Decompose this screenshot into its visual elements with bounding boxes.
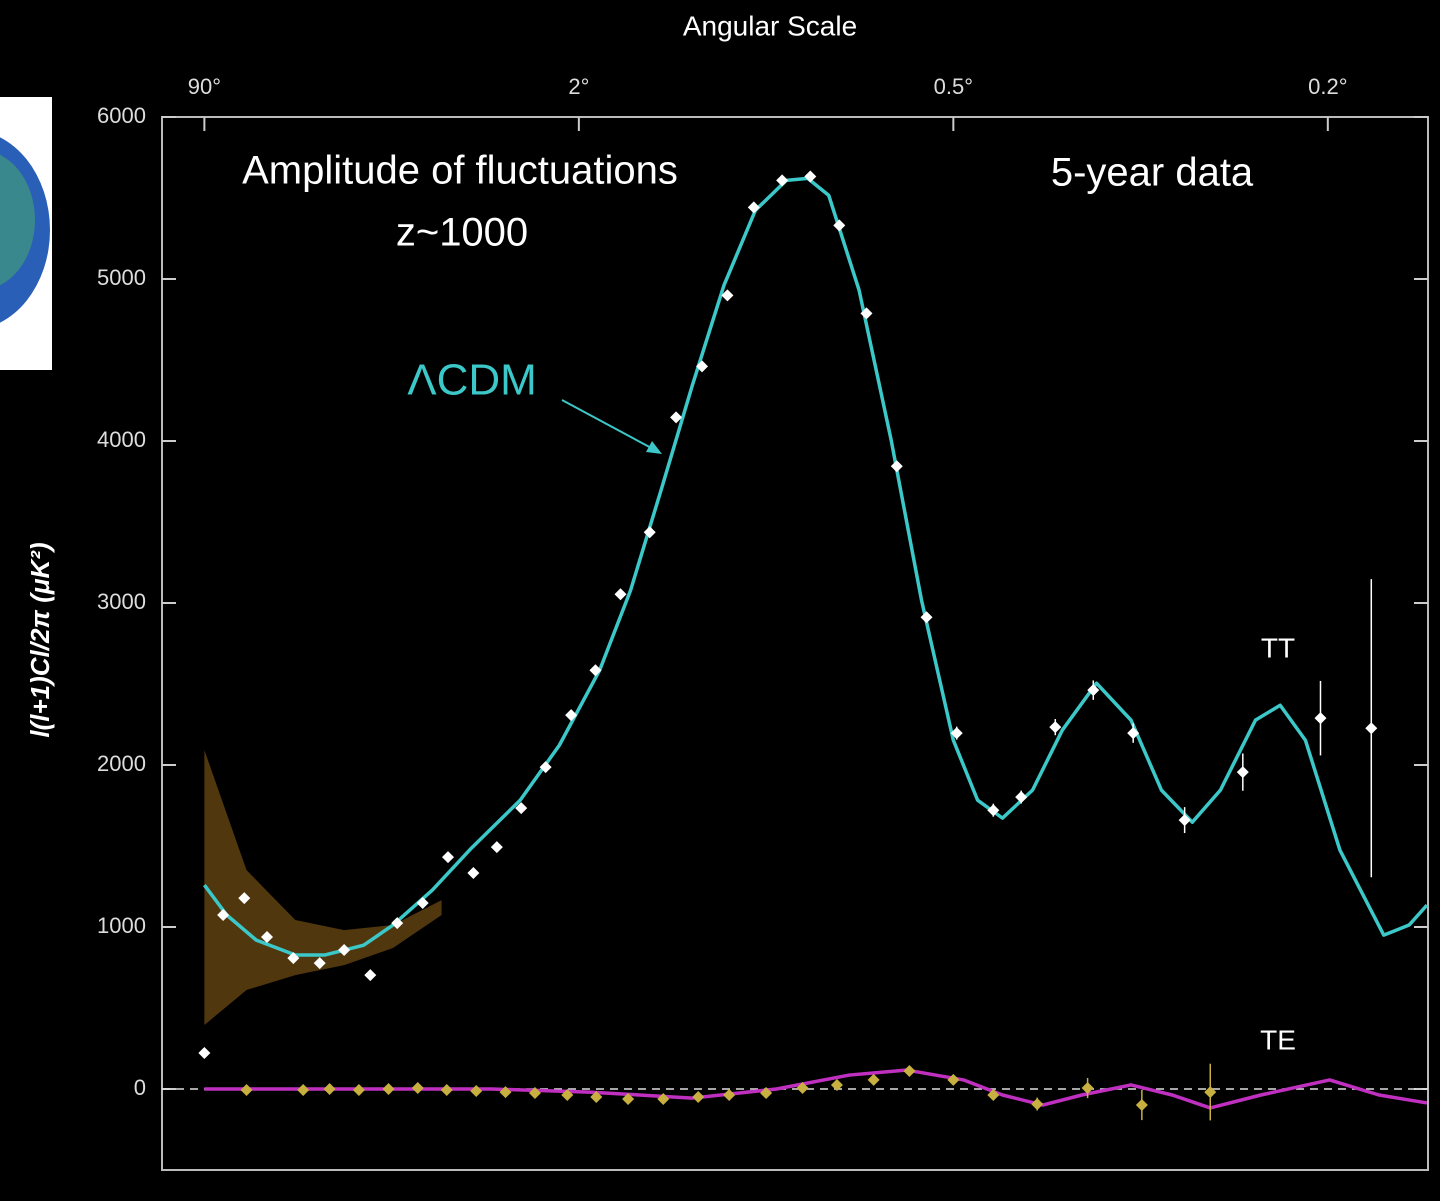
data-point <box>411 1082 424 1095</box>
data-point <box>1031 1098 1044 1111</box>
y-tick-label: 1000 <box>97 913 146 938</box>
data-point <box>238 892 251 905</box>
data-point <box>760 1087 773 1100</box>
data-point <box>561 1088 574 1101</box>
x2-tick-label: 0.2° <box>1308 74 1347 99</box>
y-axis-title: l(l+1)Cl/2π (μK²) <box>25 542 55 737</box>
data-point <box>721 289 734 302</box>
data-point <box>287 952 300 965</box>
data-point <box>416 897 429 910</box>
y-tick-label: 5000 <box>97 265 146 290</box>
data-point <box>1236 766 1249 779</box>
y-tick-label: 0 <box>134 1075 146 1100</box>
data-point <box>1135 1099 1148 1112</box>
data-point <box>692 1090 705 1103</box>
data-point <box>1015 791 1028 804</box>
data-point <box>261 931 274 944</box>
data-point <box>470 1084 483 1097</box>
y-tick-label: 2000 <box>97 751 146 776</box>
data-point <box>313 957 326 970</box>
data-point <box>1204 1086 1217 1099</box>
data-point <box>515 802 528 815</box>
data-point <box>590 1090 603 1103</box>
data-point <box>1087 684 1100 697</box>
data-point <box>867 1073 880 1086</box>
data-point <box>804 170 817 183</box>
x2-axis-title: Angular Scale <box>683 10 857 41</box>
y-tick-label: 3000 <box>97 589 146 614</box>
data-point <box>947 1073 960 1086</box>
annotation: z~1000 <box>396 211 528 255</box>
band <box>204 750 442 1026</box>
data-point <box>830 1078 843 1091</box>
data-point <box>622 1093 635 1106</box>
data-point <box>352 1083 365 1096</box>
data-point <box>364 969 377 982</box>
data-point <box>747 201 760 214</box>
data-point <box>1365 722 1378 735</box>
data-point <box>657 1093 670 1106</box>
data-point <box>987 804 1000 817</box>
data-point <box>467 867 480 880</box>
data-point <box>1049 721 1062 734</box>
model-line <box>202 176 1429 957</box>
data-point <box>670 411 683 424</box>
data-point <box>1178 814 1191 827</box>
series-label: ΛCDM <box>407 356 537 405</box>
data-point <box>240 1083 253 1096</box>
data-point <box>1127 727 1140 740</box>
data-point <box>490 841 503 854</box>
inset-map-detail <box>0 154 35 286</box>
data-point <box>499 1086 512 1099</box>
data-point <box>338 944 351 957</box>
x2-tick-label: 0.5° <box>934 74 973 99</box>
data-point <box>796 1082 809 1095</box>
x2-tick-label: 90° <box>188 74 221 99</box>
annotation: 5-year data <box>1051 151 1254 195</box>
data-point <box>440 1083 453 1096</box>
model-line <box>204 1068 1428 1110</box>
data-point <box>950 727 963 740</box>
data-point <box>1081 1082 1094 1095</box>
data-point <box>903 1065 916 1078</box>
data-point <box>833 219 846 232</box>
data-point <box>987 1088 1000 1101</box>
data-point <box>1314 712 1327 725</box>
data-point <box>382 1083 395 1095</box>
data-point <box>890 460 903 473</box>
y-tick-label: 6000 <box>97 103 146 128</box>
data-point <box>696 360 709 373</box>
annotation: Amplitude of fluctuations <box>242 149 678 193</box>
data-point <box>614 588 627 601</box>
data-point <box>217 909 230 922</box>
arrow-head <box>646 441 662 454</box>
data-point <box>589 664 602 677</box>
data-point <box>723 1088 736 1101</box>
data-point <box>539 761 552 774</box>
data-point <box>323 1083 336 1095</box>
annotation-arrow <box>561 399 656 451</box>
data-point <box>528 1087 541 1100</box>
data-point <box>198 1047 211 1060</box>
data-point <box>643 526 656 539</box>
data-point <box>442 851 455 864</box>
data-point <box>920 611 933 624</box>
data-point <box>391 917 404 930</box>
y-tick-label: 4000 <box>97 427 146 452</box>
x2-tick-label: 2° <box>568 74 589 99</box>
data-point <box>297 1083 310 1096</box>
series-label: TT <box>1261 632 1295 663</box>
data-point <box>860 307 873 320</box>
series-label: TE <box>1260 1024 1296 1055</box>
plot-frame <box>161 116 1429 1171</box>
data-point <box>776 174 789 187</box>
data-point <box>565 709 578 722</box>
